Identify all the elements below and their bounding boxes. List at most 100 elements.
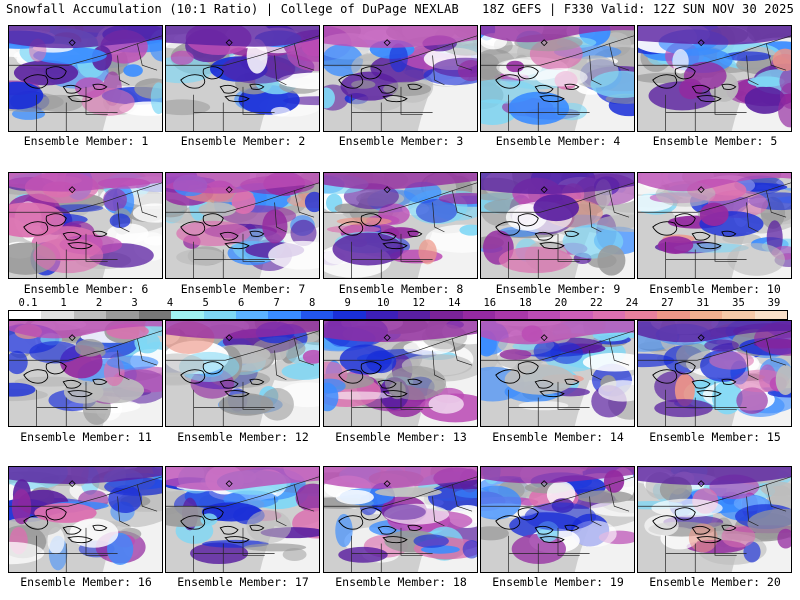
border-line xyxy=(608,190,630,218)
lake-outline xyxy=(180,221,206,236)
border-line xyxy=(746,350,759,381)
border-line xyxy=(117,496,130,527)
snowfall-shade xyxy=(428,394,464,414)
lake-outline xyxy=(382,95,408,103)
lake-outline xyxy=(382,536,408,544)
lake-outline xyxy=(338,515,364,530)
snowfall-shade xyxy=(734,175,784,195)
colorbar-swatches xyxy=(8,310,788,320)
snowfall-shade xyxy=(462,540,477,559)
lake-outline xyxy=(249,83,265,90)
colorbar-label: 27 xyxy=(661,297,674,309)
location-marker-icon xyxy=(540,480,548,488)
border-line xyxy=(400,381,423,410)
border-line xyxy=(136,190,158,218)
border-line xyxy=(136,338,158,366)
border-line xyxy=(557,381,580,410)
snowfall-map-graphic xyxy=(481,26,634,131)
lake-outline xyxy=(696,390,722,398)
border-line xyxy=(9,35,162,66)
snowfall-shade xyxy=(438,192,477,205)
location-marker-icon xyxy=(383,186,391,194)
ensemble-member-label: Ensemble Member: 8 xyxy=(338,282,464,296)
colorbar-swatch xyxy=(527,311,561,319)
lake-outline xyxy=(45,507,67,521)
lake-outline xyxy=(691,379,711,389)
border-line xyxy=(714,381,737,410)
colorbar-swatch xyxy=(398,311,431,319)
lake-outline xyxy=(219,231,239,241)
snowfall-shade xyxy=(375,487,442,498)
border-line xyxy=(274,496,287,527)
border-line xyxy=(746,55,759,86)
ensemble-member-map xyxy=(323,172,478,279)
lake-outline xyxy=(180,515,206,530)
border-line xyxy=(9,330,162,361)
border-line xyxy=(481,476,634,507)
colorbar-swatch xyxy=(41,311,74,319)
lake-outline xyxy=(62,379,82,389)
colorbar-swatch xyxy=(592,311,626,319)
snowfall-shade xyxy=(9,541,45,565)
snowfall-shade xyxy=(325,391,392,400)
ocean-area xyxy=(417,79,477,131)
snowfall-shade xyxy=(268,240,319,270)
snowfall-shade xyxy=(143,236,162,246)
lake-outline xyxy=(382,242,408,250)
snowfall-shade xyxy=(326,225,381,234)
snowfall-shade xyxy=(743,541,761,563)
snowfall-map-graphic xyxy=(166,173,319,278)
location-marker-icon xyxy=(540,186,548,194)
lake-outline xyxy=(564,83,580,90)
snowfall-shade xyxy=(9,350,28,375)
snowfall-shade xyxy=(103,188,127,212)
snowfall-shade xyxy=(644,514,679,537)
lake-outline xyxy=(652,74,678,89)
colorbar-label: 39 xyxy=(767,297,781,309)
lake-outline xyxy=(377,231,397,241)
border-line xyxy=(765,190,787,218)
lake-outline xyxy=(696,95,722,103)
heavy-snow-band xyxy=(481,321,634,345)
heavy-snow-band xyxy=(166,26,319,47)
border-line xyxy=(432,202,445,233)
colorbar-label: 31 xyxy=(696,297,710,309)
snowfall-shade xyxy=(246,509,292,544)
colorbar-swatch xyxy=(754,311,788,319)
border-line xyxy=(136,484,158,512)
lake-outline xyxy=(92,524,108,531)
ensemble-member-map xyxy=(165,25,320,132)
snowfall-map-graphic xyxy=(638,173,791,278)
lake-outline xyxy=(224,95,250,103)
location-marker-icon xyxy=(225,186,233,194)
snowfall-shade xyxy=(459,224,477,236)
heavy-snow-band xyxy=(324,321,477,343)
lake-outline xyxy=(224,390,250,398)
snowfall-map-graphic xyxy=(9,467,162,572)
colorbar-swatch xyxy=(138,311,172,319)
snowfall-shade xyxy=(270,106,291,117)
colorbar-label: 22 xyxy=(590,297,603,309)
snowfall-shade xyxy=(109,213,131,229)
snowfall-shade xyxy=(9,81,44,110)
location-marker-icon xyxy=(225,334,233,342)
lake-outline xyxy=(62,525,82,535)
snowfall-shade xyxy=(772,48,791,72)
border-line xyxy=(293,43,315,71)
ensemble-member-label: Ensemble Member: 18 xyxy=(335,575,467,589)
ensemble-member-label: Ensemble Member: 19 xyxy=(492,575,624,589)
lake-outline xyxy=(249,524,265,531)
ensemble-member-map xyxy=(323,320,478,427)
ensemble-member-label: Ensemble Member: 20 xyxy=(649,575,781,589)
snowfall-shade xyxy=(69,518,119,548)
border-line xyxy=(432,496,445,527)
location-marker-icon xyxy=(540,39,548,47)
snowfall-shade xyxy=(598,380,634,402)
lake-outline xyxy=(691,231,711,241)
ensemble-member-label: Ensemble Member: 9 xyxy=(495,282,621,296)
location-marker-icon xyxy=(68,334,76,342)
snowfall-shade xyxy=(709,351,754,370)
location-marker-icon xyxy=(225,480,233,488)
colorbar-label: 20 xyxy=(554,297,568,309)
border-line xyxy=(242,527,265,556)
